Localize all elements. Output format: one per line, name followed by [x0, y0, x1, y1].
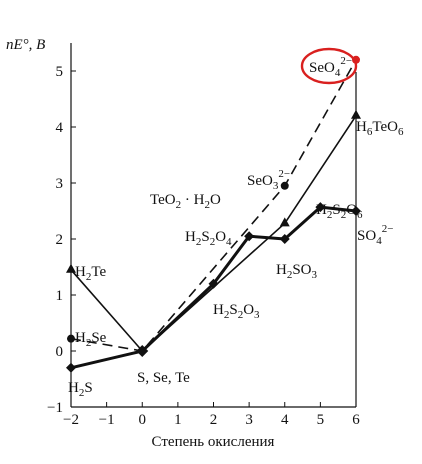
x-axis-title: Степень окисления — [152, 434, 275, 450]
label-h2s: H2S — [68, 380, 93, 399]
x-tick-label: 4 — [281, 412, 289, 428]
x-tick-label: −2 — [63, 412, 79, 428]
label-h6teo6: H6TeO6 — [356, 119, 404, 138]
point-te — [66, 263, 76, 273]
x-tick-label: 6 — [352, 412, 360, 428]
label-h2te: H2Te — [75, 264, 106, 283]
series-layer — [70, 59, 357, 370]
point-s — [279, 234, 290, 244]
label-h2s2o4: H2S2O4 — [185, 229, 232, 248]
x-tick-label: 3 — [245, 412, 253, 428]
label-s-se-te: S, Se, Te — [137, 370, 190, 386]
highlight-ellipse — [300, 47, 358, 85]
label-h2se: H2Se — [75, 330, 107, 349]
marker-layer — [66, 55, 361, 373]
label-h2so3: H2SO3 — [276, 262, 318, 281]
y-tick-label: 2 — [56, 232, 64, 248]
y-tick-label: 1 — [56, 288, 64, 304]
label-teo2-h2o: TeO2 · H2O — [150, 192, 221, 211]
point-s — [244, 231, 255, 242]
x-tick-label: 2 — [210, 412, 218, 428]
y-tick-label: 4 — [56, 120, 64, 136]
y-tick-label: 5 — [56, 64, 64, 80]
label-seo4: SeO42− — [309, 55, 352, 79]
x-tick-label: −1 — [99, 412, 115, 428]
y-tick-label: 3 — [56, 176, 64, 192]
x-tick-label: 5 — [317, 412, 325, 428]
point-s — [315, 202, 326, 213]
point-origin — [136, 345, 149, 357]
point-s — [351, 206, 361, 216]
series-line-se — [70, 59, 357, 352]
point-s — [66, 362, 76, 373]
point-se — [67, 334, 75, 343]
x-tick-label: 1 — [174, 412, 182, 428]
x-tick-label: 0 — [139, 412, 147, 428]
label-h2s2o3: H2S2O3 — [213, 302, 260, 321]
y-tick-label: 0 — [56, 344, 64, 360]
point-te — [351, 109, 361, 119]
label-so4: SO42− — [357, 223, 393, 247]
y-axis-title: nE°, В — [6, 37, 45, 53]
point-te — [279, 217, 290, 227]
y-tick-label: −1 — [47, 400, 63, 416]
point-se — [280, 181, 289, 190]
point-s — [208, 278, 219, 289]
